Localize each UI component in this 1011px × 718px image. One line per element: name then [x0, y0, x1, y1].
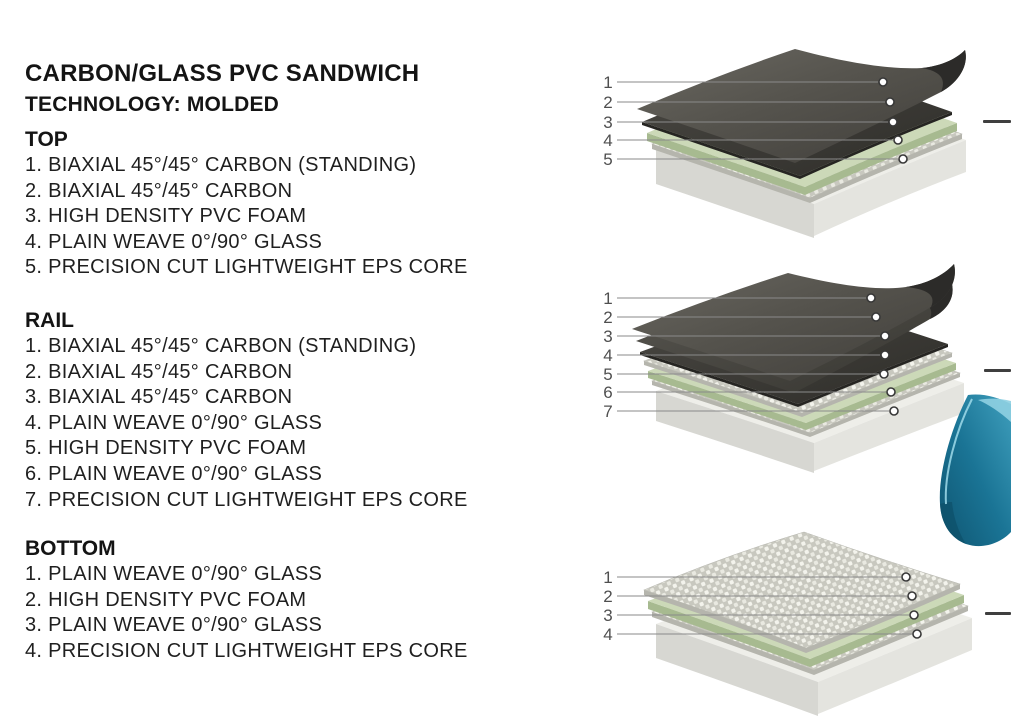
- layer-label: 2: [603, 93, 612, 112]
- layer-label: 6: [603, 383, 612, 402]
- list-item: 1. BIAXIAL 45°/45° CARBON (STANDING): [25, 335, 417, 357]
- list-item: 2. BIAXIAL 45°/45° CARBON: [25, 360, 293, 383]
- list-item: 4. PRECISION CUT LIGHTWEIGHT EPS CORE: [25, 639, 468, 662]
- list-item: 2. BIAXIAL 45°/45° CARBON: [25, 179, 293, 202]
- list-item: 3. HIGH DENSITY PVC FOAM: [25, 205, 307, 228]
- top-construction-diagram: 1 2 3 4 5: [603, 49, 966, 238]
- section-heading: TOP: [25, 128, 68, 151]
- list-item: 1. BIAXIAL 45°/45° CARBON (STANDING): [25, 154, 417, 176]
- layer-label: 1: [603, 289, 612, 308]
- bottom-construction-diagram: 1 2 3 4: [603, 531, 972, 716]
- list-item: 7. PRECISION CUT LIGHTWEIGHT EPS CORE: [25, 488, 468, 511]
- list-item: 2. HIGH DENSITY PVC FOAM: [25, 588, 307, 611]
- list-item: 1. PLAIN WEAVE 0°/90° GLASS: [25, 563, 323, 585]
- list-item: 3. BIAXIAL 45°/45° CARBON: [25, 386, 293, 409]
- layer-label: 3: [603, 113, 612, 132]
- layer-label: 3: [603, 606, 612, 625]
- section-heading: RAIL: [25, 309, 74, 332]
- layer-label: 5: [603, 365, 612, 384]
- list-item: 5. PRECISION CUT LIGHTWEIGHT EPS CORE: [25, 256, 468, 279]
- diagram-labels: 1 2 3 4: [603, 568, 922, 644]
- section-rail: RAIL 1. BIAXIAL 45°/45° CARBON (STANDING…: [25, 308, 468, 513]
- section-bottom: BOTTOM 1. PLAIN WEAVE 0°/90° GLASS 2. HI…: [25, 536, 468, 664]
- rail-construction-diagram: 1 2 3 4 5 6 7: [603, 264, 964, 473]
- layer-label: 3: [603, 327, 612, 346]
- layer-label: 1: [603, 73, 612, 92]
- layer-label: 4: [603, 346, 612, 365]
- section-heading: BOTTOM: [25, 537, 116, 560]
- page-edge-tick: [984, 369, 1011, 372]
- layer-label: 4: [603, 625, 612, 644]
- diagram-labels: 1 2 3 4 5 6 7: [603, 289, 899, 421]
- layer-label: 5: [603, 150, 612, 169]
- board-nose-image: [939, 394, 1011, 547]
- list-item: 5. HIGH DENSITY PVC FOAM: [25, 437, 307, 460]
- list-item: 6. PLAIN WEAVE 0°/90° GLASS: [25, 462, 323, 485]
- page-edge-tick: [985, 612, 1011, 615]
- page-title: CARBON/GLASS PVC SANDWICH: [25, 60, 420, 88]
- layer-label: 1: [603, 568, 612, 587]
- section-top: TOP 1. BIAXIAL 45°/45° CARBON (STANDING)…: [25, 127, 468, 281]
- list-item: 4. PLAIN WEAVE 0°/90° GLASS: [25, 230, 323, 253]
- layer-label: 4: [603, 131, 612, 150]
- page-edge-tick: [983, 120, 1011, 123]
- layer-label: 2: [603, 587, 612, 606]
- list-item: 3. PLAIN WEAVE 0°/90° GLASS: [25, 614, 323, 637]
- page-subtitle: TECHNOLOGY: MOLDED: [25, 93, 280, 117]
- list-item: 4. PLAIN WEAVE 0°/90° GLASS: [25, 411, 323, 434]
- layer-label: 2: [603, 308, 612, 327]
- diagram-labels: 1 2 3 4 5: [603, 73, 908, 169]
- layer-label: 7: [603, 402, 612, 421]
